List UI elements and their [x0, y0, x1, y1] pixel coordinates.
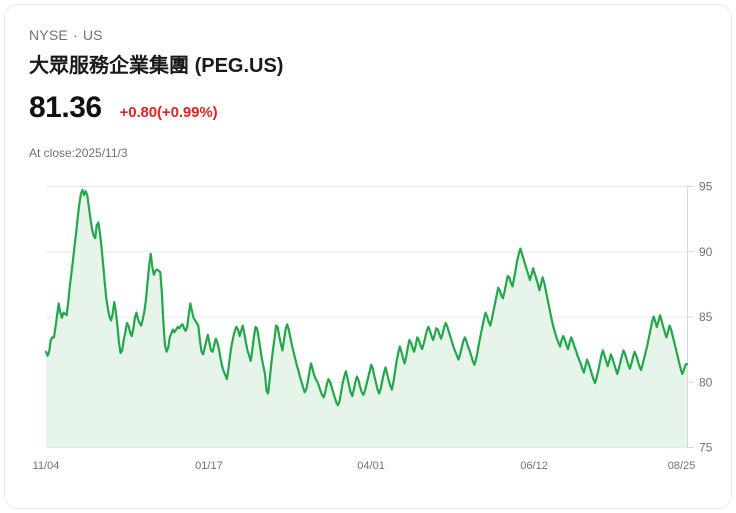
x-axis-label: 06/12 [520, 460, 548, 472]
stock-quote-card: NYSE · US 大眾服務企業集團 (PEG.US) 81.36 +0.80(+0… [4, 4, 732, 509]
price-row: 81.36 +0.80(+0.99%) [29, 91, 218, 125]
exchange-separator: · [72, 27, 78, 43]
y-axis-label: 95 [699, 180, 713, 194]
x-axis-label: 04/01 [357, 460, 385, 472]
exchange-label: NYSE [29, 27, 68, 43]
y-axis-label: 80 [699, 375, 713, 389]
current-price: 81.36 [29, 91, 102, 124]
y-axis-label: 75 [699, 441, 713, 455]
price-chart[interactable]: 95 90 85 80 75 11/04 01/17 04/01 06/12 08/25 [5, 170, 732, 490]
page-title: 大眾服務企業集團 (PEG.US) [29, 49, 283, 78]
at-close-timestamp: At close:2025/11/3 [29, 146, 128, 160]
region-label: US [82, 27, 103, 43]
price-area-fill [46, 189, 687, 447]
exchange-region-line: NYSE · US [29, 27, 103, 43]
ticker-symbol: (PEG.US) [194, 55, 284, 77]
x-axis-label: 08/25 [668, 460, 696, 472]
price-chart-svg[interactable]: 95 90 85 80 75 11/04 01/17 04/01 06/12 08/25 [5, 170, 732, 490]
y-axis-label: 85 [699, 310, 713, 324]
price-change: +0.80(+0.99%) [119, 104, 218, 121]
company-name: 大眾服務企業集團 [29, 55, 189, 77]
x-axis-label: 11/04 [33, 460, 60, 472]
y-axis-label: 90 [699, 245, 713, 259]
x-axis-label: 01/17 [195, 460, 223, 472]
price-line [44, 188, 689, 407]
